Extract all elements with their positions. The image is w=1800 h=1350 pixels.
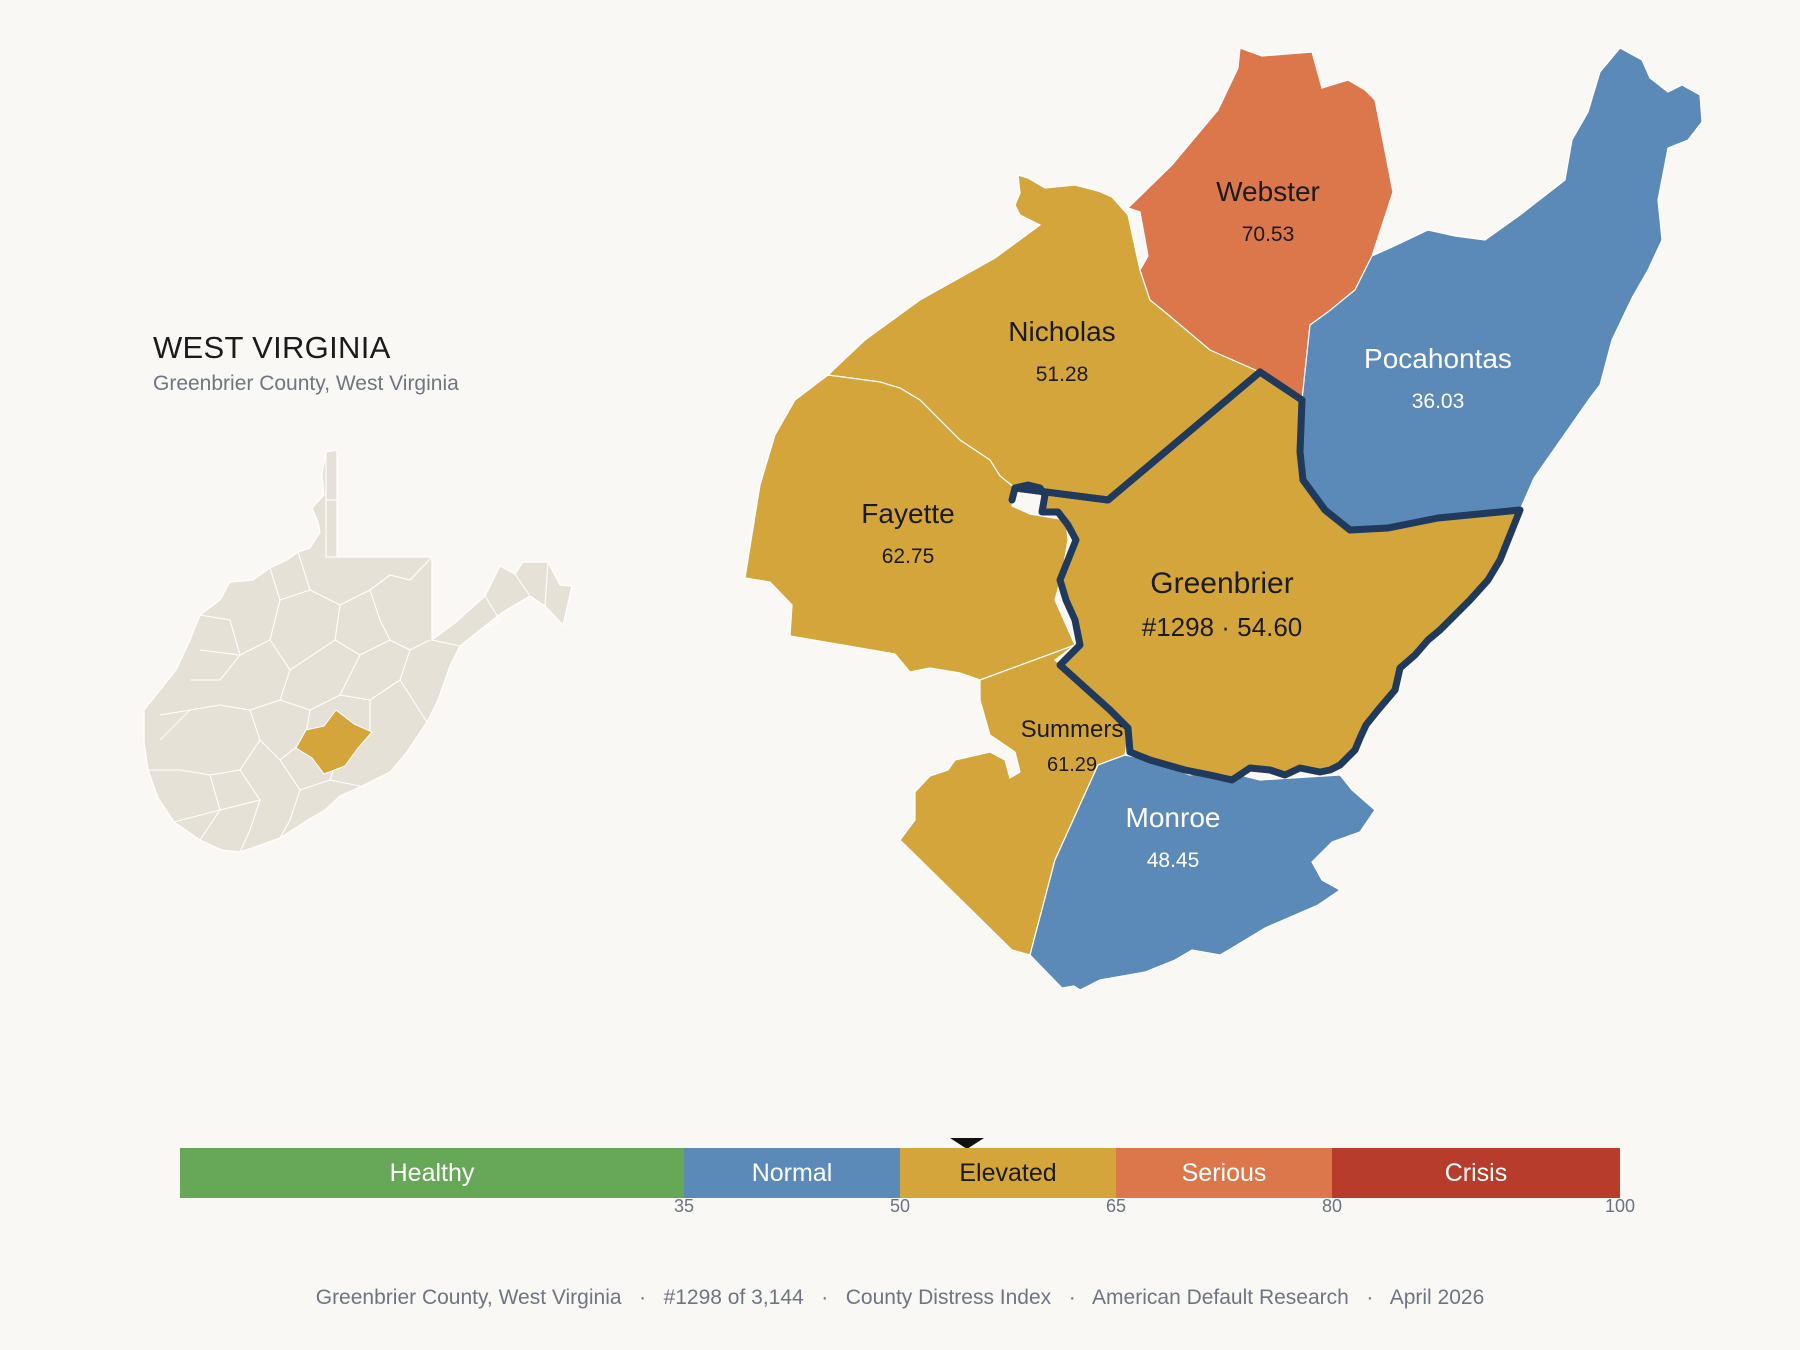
legend-tick: 100 (1604, 1196, 1636, 1216)
county-border-line (190, 654, 241, 681)
county-border-line (199, 614, 241, 656)
county-border-line (259, 709, 311, 761)
state-locator-inset (143, 449, 573, 853)
footer-separator: · (821, 1286, 829, 1309)
footer-date: April 2026 (1389, 1286, 1485, 1309)
county-border-line (479, 595, 501, 631)
label-pocahontas-name: Pocahontas (1364, 343, 1512, 374)
legend-tick: 50 (889, 1196, 911, 1216)
county-border-line (279, 589, 311, 601)
label-greenbrier-name: Greenbrier (1150, 567, 1293, 600)
legend-ticks: 35 50 65 80 100 (0, 1196, 1800, 1226)
label-summers-value: 61.29 (1047, 754, 1097, 776)
county-border-line (173, 799, 261, 823)
county-border-line (279, 759, 301, 839)
legend-normal: Normal (684, 1148, 900, 1198)
legend-tick: 35 (673, 1196, 695, 1216)
footer-source: American Default Research (1092, 1286, 1349, 1309)
legend-tick: 80 (1321, 1196, 1343, 1216)
county-border-line (544, 561, 549, 607)
county-border-line (279, 654, 361, 711)
county-labels: Webster 70.53 Pocahontas 36.03 Nicholas … (861, 176, 1512, 872)
footer-county: Greenbrier County, West Virginia (315, 1286, 622, 1309)
legend-elevated: Elevated (900, 1148, 1116, 1198)
county-monroe[interactable] (1029, 754, 1376, 991)
label-webster-value: 70.53 (1242, 223, 1295, 246)
county-fayette[interactable] (744, 374, 1076, 681)
region-map: Webster 70.53 Pocahontas 36.03 Nicholas … (744, 47, 1703, 991)
greenbrier-outline (1011, 368, 1306, 504)
label-summers-name: Summers (1021, 716, 1124, 743)
label-nicholas-value: 51.28 (1036, 363, 1089, 386)
county-border-line (334, 604, 431, 656)
state-outline (143, 449, 573, 853)
county-border-line (369, 589, 391, 641)
footer-separator: · (1366, 1286, 1374, 1309)
county-border-line (431, 639, 461, 647)
label-monroe-name: Monroe (1126, 802, 1221, 833)
county-border-line (325, 452, 337, 558)
label-webster-name: Webster (1216, 176, 1320, 207)
label-nicholas-name: Nicholas (1008, 316, 1115, 347)
county-border-line (329, 779, 361, 787)
distress-legend: Healthy Normal Elevated Serious Crisis (180, 1148, 1620, 1198)
label-fayette-value: 62.75 (882, 545, 935, 568)
legend-crisis: Crisis (1332, 1148, 1620, 1198)
county-borders (148, 452, 549, 853)
label-greenbrier-value: #1298 · 54.60 (1142, 612, 1302, 642)
footer-separator: · (1068, 1286, 1076, 1309)
legend-healthy: Healthy (180, 1148, 684, 1198)
county-border-line (399, 679, 428, 723)
label-monroe-value: 48.45 (1147, 849, 1200, 872)
state-title: WEST VIRGINIA (153, 330, 391, 365)
county-border-line (514, 573, 531, 597)
footer-rank: #1298 of 3,144 (663, 1286, 804, 1309)
legend-tick: 65 (1105, 1196, 1127, 1216)
footer-index: County Distress Index (845, 1286, 1052, 1309)
county-border-line (239, 769, 261, 853)
label-pocahontas-value: 36.03 (1412, 390, 1465, 413)
score-marker (950, 1138, 984, 1149)
county-border-line (289, 639, 336, 671)
greenbrier-inset-highlight (295, 709, 373, 775)
county-border-line (148, 709, 261, 776)
county-border-line (159, 709, 191, 741)
footer-separator: · (639, 1286, 647, 1309)
legend-serious: Serious (1116, 1148, 1332, 1198)
state-subtitle: Greenbrier County, West Virginia (153, 372, 459, 395)
county-border-line (339, 649, 411, 701)
footer-caption: Greenbrier County, West Virginia · #1298… (0, 1286, 1800, 1310)
label-fayette-name: Fayette (861, 498, 954, 529)
